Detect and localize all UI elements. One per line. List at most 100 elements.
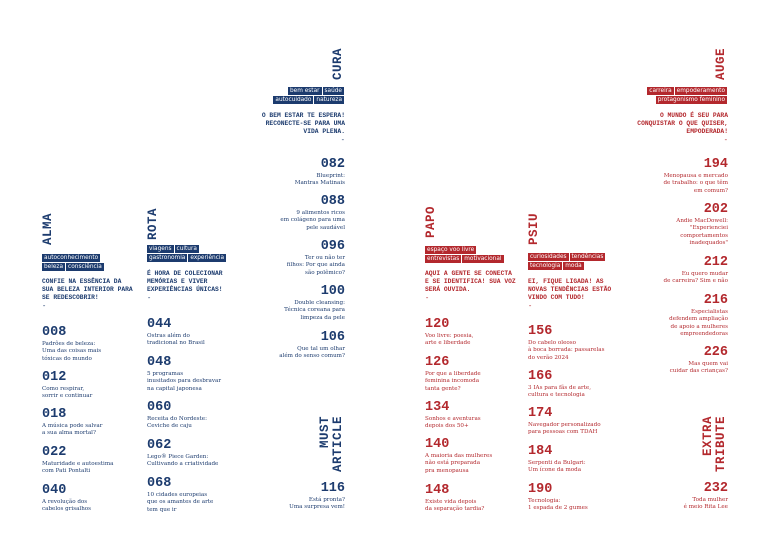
tag: tecnologia — [528, 262, 563, 270]
section-title: PSIU — [527, 212, 541, 245]
tag: cultura — [174, 245, 199, 253]
page-number: 116 — [320, 481, 345, 496]
entry-title: Double cleansing: Técnica coreana para l… — [284, 300, 345, 321]
entry-title: Andie MacDowell: "Experienciei comportam… — [676, 218, 728, 247]
tagline: O MUNDO É SEU PARA CONQUISTAR O QUE QUIS… — [637, 112, 728, 136]
entry-title: Especialistas defendem ampliação de apoi… — [669, 309, 728, 338]
tagline: EI, FIQUE LIGADA! AS NOVAS TENDÊNCIAS ES… — [528, 278, 612, 302]
tag: natureza — [314, 96, 344, 104]
tag: entrevistas — [425, 255, 462, 263]
entry-title: Toda mulher é meio Rita Lee — [683, 497, 728, 511]
section-title: EXTRA TRIBUTE — [701, 415, 728, 472]
page-number: 126 — [425, 355, 450, 370]
page-number: 022 — [42, 445, 67, 460]
entry-title: Lego® Piece Garden: Cultivando a criativ… — [147, 454, 219, 468]
entry-title: Do cabelo oleoso à boca borrada: passare… — [528, 340, 605, 361]
section-title: AUGE — [714, 47, 728, 80]
entry-title: 9 alimentos ricos em colágeno para uma p… — [280, 210, 345, 231]
page-number: 156 — [528, 324, 553, 339]
page-number: 148 — [425, 483, 450, 498]
entry-title: Ter ou não ter filhos: Por que ainda são… — [286, 255, 345, 276]
entry-title: Voo livre: poesia, arte e liberdade — [425, 333, 474, 347]
tag: saúde — [322, 87, 344, 95]
tagline: AQUI A GENTE SE CONECTA E SE IDENTIFICA!… — [425, 270, 516, 294]
entry-title: Existe vida depois da separação tardia? — [425, 499, 485, 513]
tagline: É HORA DE COLECIONAR MEMÓRIAS E VIVER EX… — [147, 270, 223, 294]
page-number: 202 — [703, 202, 728, 217]
entry-title: Navegador personalizado para pessoas com… — [528, 422, 601, 436]
entry-title: Como respirar, sorrir e continuar — [42, 386, 93, 400]
page-number: 190 — [528, 482, 553, 497]
page-number: 120 — [425, 317, 450, 332]
tag-row: carreira empoderamento — [647, 87, 728, 95]
page-number: 232 — [703, 481, 728, 496]
section-title: MUST ARTICLE — [318, 415, 345, 472]
page-number: 226 — [703, 345, 728, 360]
page-number: 012 — [42, 370, 67, 385]
entry-title: Ostras além do tradicional no Brasil — [147, 333, 205, 347]
entry-title: Menopausa e mercado de trabalho: o que t… — [663, 173, 728, 194]
tag-row: entrevistas motivacional — [425, 255, 505, 263]
page-number: 044 — [147, 317, 172, 332]
section-title: CURA — [331, 47, 345, 80]
tag-row: beleza consciência — [42, 263, 105, 271]
page-number: 062 — [147, 438, 172, 453]
tag: viagens — [147, 245, 174, 253]
page-number: 140 — [425, 437, 450, 452]
entry-title: Sonhos e aventuras depois dos 50+ — [425, 416, 481, 430]
page-number: 018 — [42, 407, 67, 422]
section-title: PAPO — [424, 205, 438, 238]
page-number: 216 — [703, 293, 728, 308]
page-number: 008 — [42, 325, 67, 340]
entry-title: Padrões de beleza: Uma das coisas mais t… — [42, 341, 102, 362]
entry-title: Por que a liberdade feminina incomoda ta… — [425, 371, 481, 392]
section-title: ROTA — [146, 207, 160, 240]
dash: - — [723, 137, 728, 145]
section-title: ALMA — [41, 212, 55, 245]
page-number: 212 — [703, 255, 728, 270]
tag: protagonismo feminino — [655, 96, 727, 104]
page-number: 184 — [528, 444, 553, 459]
tag: gastronomia — [147, 254, 188, 262]
entry-title: Mas quem vai cuidar das crianças? — [669, 361, 728, 375]
tag-row: tecnologia moda — [528, 262, 585, 270]
entry-title: Receita do Nordeste: Ceviche de caju — [147, 416, 207, 430]
entry-title: Maturidade e autoestima com Pati Pontalt… — [42, 461, 114, 475]
tag: autoconhecimento — [42, 254, 101, 262]
tag-row: curiosidades tendências — [528, 253, 606, 261]
tag-row: viagens cultura — [147, 245, 200, 253]
tag: bem estar — [287, 87, 322, 95]
page-number: 040 — [42, 483, 67, 498]
dash: - — [528, 303, 533, 311]
tag: motivacional — [462, 255, 504, 263]
tag: experiência — [188, 254, 227, 262]
page-number: 174 — [528, 406, 553, 421]
entry-title: Blueprint: Mantras Matinais — [294, 173, 345, 187]
tag: autocuidado — [273, 96, 314, 104]
tag-row: espaço voo livre — [425, 246, 477, 254]
tag: consciência — [66, 263, 104, 271]
entry-title: 5 programas inusitados para desbravar na… — [147, 371, 222, 392]
page-number: 088 — [320, 194, 345, 209]
entry-title: A música pode salvar a sua alma mortal? — [42, 423, 103, 437]
entry-title: Está pronta? Uma surpresa vem! — [289, 497, 345, 511]
tag-row: autoconhecimento — [42, 254, 101, 262]
dash: - — [147, 295, 152, 303]
page-number: 068 — [147, 476, 172, 491]
entry-title: Tecnologia: 1 espada de 2 gumes — [528, 498, 588, 512]
entry-title: Que tal um olhar além do senso comum? — [279, 346, 345, 360]
page-number: 194 — [703, 157, 728, 172]
entry-title: A revolução dos cabelos grisalhos — [42, 499, 92, 513]
page-number: 060 — [147, 400, 172, 415]
page-number: 100 — [320, 284, 345, 299]
tag: tendências — [569, 253, 606, 261]
tag: beleza — [42, 263, 66, 271]
tag: espaço voo livre — [425, 246, 477, 254]
dash: - — [340, 137, 345, 145]
tag-row: autocuidado natureza — [273, 96, 345, 104]
page-number: 106 — [320, 330, 345, 345]
tag: moda — [563, 262, 584, 270]
entry-title: 10 cidades europeias que os amantes de a… — [147, 492, 214, 513]
entry-title: Serpenti da Bulgari: Um ícone da moda — [528, 460, 586, 474]
